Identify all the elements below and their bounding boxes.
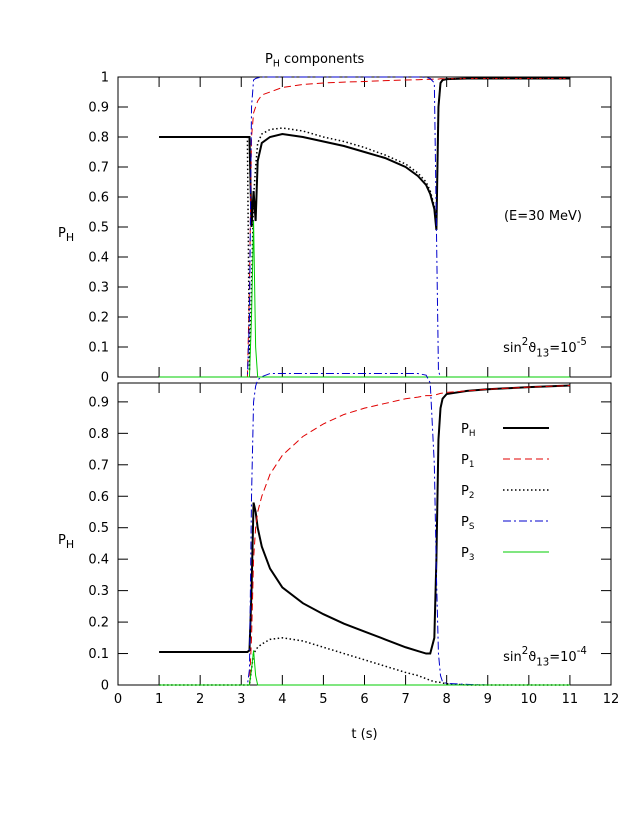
- legend-label-base: P: [461, 484, 469, 499]
- annotation-part: ϑ: [528, 341, 536, 356]
- series-line: [159, 650, 570, 686]
- annotation: sin2ϑ13=10-4: [503, 646, 587, 668]
- series-line: [159, 76, 570, 378]
- legend-label: PH: [461, 422, 475, 439]
- series-line: [159, 77, 570, 231]
- legend-label-sub: S: [469, 522, 475, 532]
- plot-frame: [117, 76, 612, 378]
- annotation-part: 2: [522, 337, 528, 348]
- y-tick-label: 0.2: [88, 311, 109, 326]
- y-axis-label: PH: [58, 226, 74, 244]
- x-tick-label: 11: [562, 692, 579, 707]
- x-tick-label: 1: [155, 692, 163, 707]
- y-tick-label: 0.3: [88, 281, 109, 296]
- y-tick-label: 0.2: [88, 616, 109, 631]
- chart-title: PH components: [265, 52, 365, 69]
- y-tick-label: 0.9: [88, 395, 109, 410]
- x-tick-label: 8: [443, 692, 451, 707]
- y-tick-label: 0.5: [88, 521, 109, 536]
- x-tick-label: 0: [114, 692, 122, 707]
- chart-title-base: P: [265, 52, 273, 67]
- annotation-part: =10: [549, 650, 576, 665]
- x-axis-label: t (s): [351, 727, 377, 742]
- annotation-part: 13: [536, 657, 549, 668]
- y-tick-label: 0.4: [88, 553, 109, 568]
- annotation-part: -5: [577, 337, 587, 348]
- series-line: [159, 77, 570, 372]
- legend-label-base: P: [461, 453, 469, 468]
- y-tick-label: 0.6: [88, 490, 109, 505]
- series-line: [159, 373, 570, 686]
- annotation-part: 2: [522, 646, 528, 657]
- annotation-part: =10: [549, 341, 576, 356]
- x-tick-label: 4: [278, 692, 286, 707]
- x-tick-label: 7: [401, 692, 409, 707]
- legend-label-base: P: [461, 422, 469, 437]
- x-tick-label: 5: [319, 692, 327, 707]
- y-tick-label: 0.8: [88, 131, 109, 146]
- y-tick-label: 0.1: [88, 341, 109, 356]
- series-line: [159, 78, 570, 378]
- y-axis-label-sub: H: [66, 231, 74, 244]
- y-tick-label: 0.5: [88, 221, 109, 236]
- legend-label: P1: [461, 453, 474, 470]
- legend-label-base: P: [461, 546, 469, 561]
- series-line: [159, 220, 570, 378]
- y-tick-label: 0.3: [88, 584, 109, 599]
- y-tick-label: 0: [101, 371, 109, 386]
- annotation: sin2ϑ13=10-5: [503, 337, 587, 359]
- x-tick-label: 12: [603, 692, 620, 707]
- annotation-part: (E=30 MeV): [504, 209, 582, 224]
- x-tick-label: 9: [484, 692, 492, 707]
- legend-label: P3: [461, 546, 474, 563]
- y-axis-label-base: P: [58, 533, 66, 548]
- y-axis-label-base: P: [58, 226, 66, 241]
- annotation: (E=30 MeV): [504, 209, 582, 224]
- legend-label-base: P: [461, 515, 469, 530]
- y-tick-label: 0.1: [88, 647, 109, 662]
- x-tick-label: 3: [237, 692, 245, 707]
- y-tick-label: 0.8: [88, 427, 109, 442]
- y-tick-label: 0.4: [88, 251, 109, 266]
- series-line: [159, 637, 570, 686]
- chart-title-sub: H: [273, 58, 280, 69]
- x-tick-label: 6: [360, 692, 368, 707]
- chart-title-rest: components: [280, 52, 365, 67]
- annotation-part: sin: [503, 341, 522, 356]
- legend-label-sub: 2: [469, 491, 475, 501]
- y-tick-label: 0.7: [88, 458, 109, 473]
- y-tick-label: 0: [101, 679, 109, 694]
- y-tick-label: 0.7: [88, 161, 109, 176]
- annotation-part: ϑ: [528, 650, 536, 665]
- legend-label-sub: H: [469, 429, 476, 439]
- annotation-part: -4: [577, 646, 587, 657]
- x-tick-label: 2: [196, 692, 204, 707]
- y-tick-label: 0.9: [88, 101, 109, 116]
- legend-label: PS: [461, 515, 475, 532]
- annotation-part: sin: [503, 650, 522, 665]
- legend-label: P2: [461, 484, 474, 501]
- y-axis-label-sub: H: [66, 538, 74, 551]
- x-tick-label: 10: [521, 692, 538, 707]
- series-line: [159, 385, 570, 686]
- y-tick-label: 1: [101, 71, 109, 86]
- series-line: [159, 384, 570, 655]
- y-tick-label: 0.6: [88, 191, 109, 206]
- legend-label-sub: 3: [469, 553, 475, 563]
- annotation-part: 13: [536, 348, 549, 359]
- legend-label-sub: 1: [469, 460, 475, 470]
- y-axis-label: PH: [58, 533, 74, 551]
